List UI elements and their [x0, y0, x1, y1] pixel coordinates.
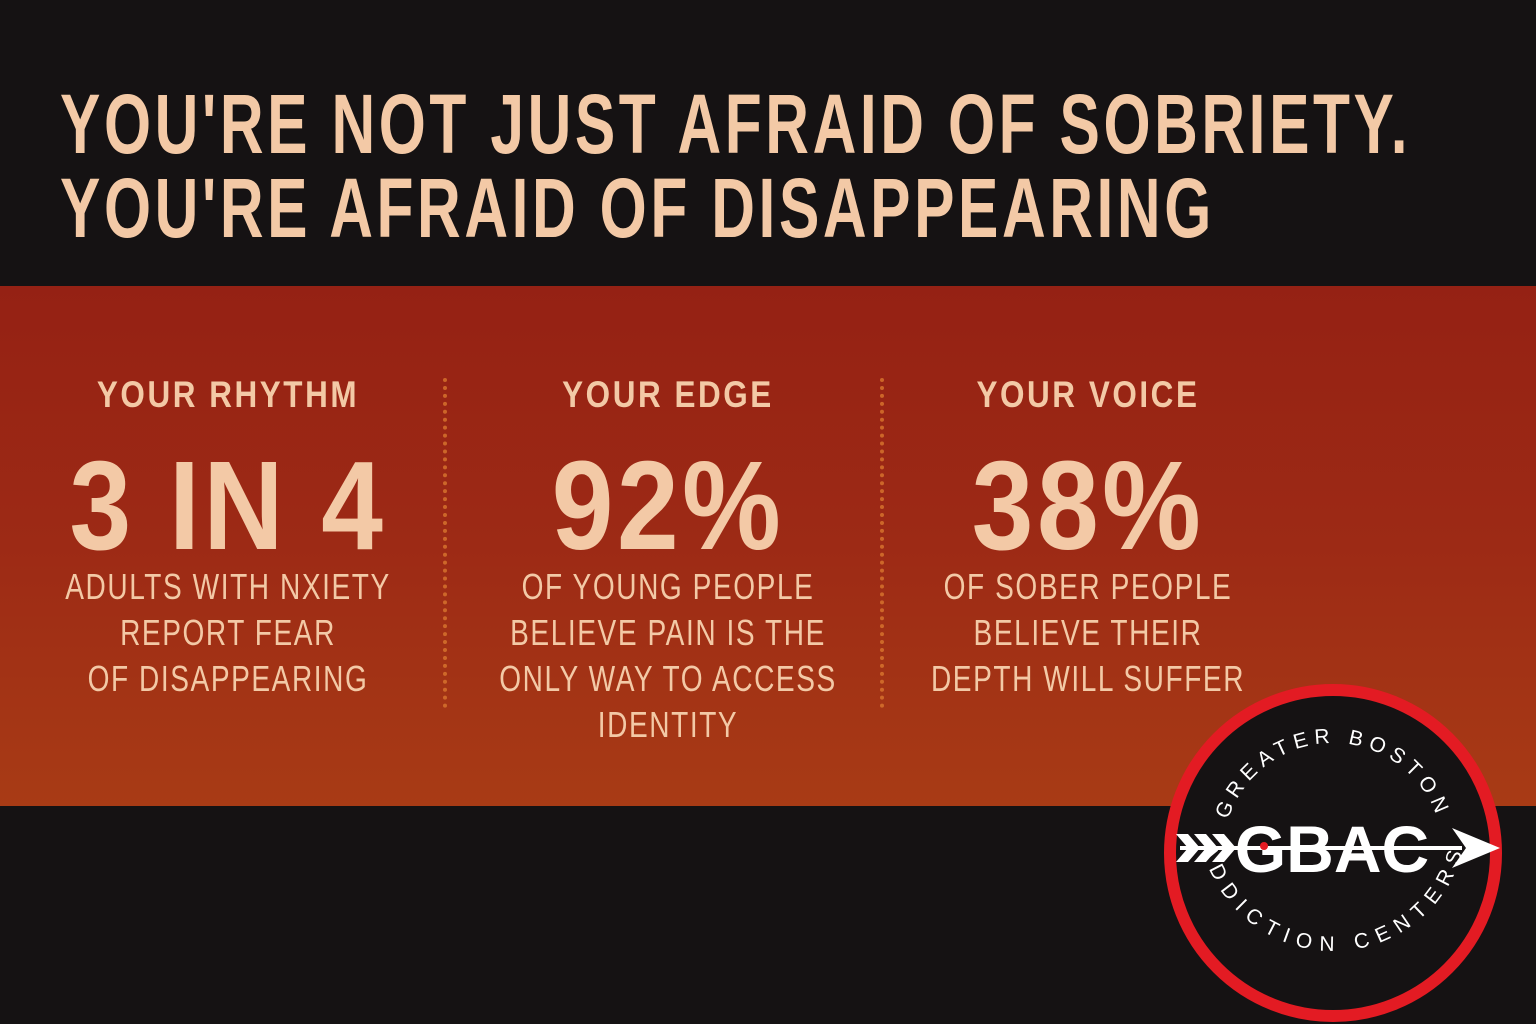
- desc-line: OF DISAPPEARING: [87, 658, 369, 699]
- desc-line: BELIEVE PAIN IS THE: [510, 612, 826, 653]
- arrow-icon: [1176, 828, 1500, 868]
- dotted-divider: [880, 378, 884, 708]
- stat-description: OF SOBER PEOPLE BELIEVE THEIR DEPTH WILL…: [885, 564, 1291, 702]
- desc-line: ADULTS WITH NXIETY: [65, 566, 391, 607]
- desc-line: IDENTITY: [597, 704, 739, 745]
- desc-line: DEPTH WILL SUFFER: [930, 658, 1246, 699]
- desc-line: OF YOUNG PEOPLE: [521, 566, 815, 607]
- headline-line-1: YOU'RE NOT JUST AFRAID OF SOBRIETY.: [60, 77, 1412, 171]
- stat-value: 3 IN 4: [69, 435, 387, 576]
- stat-description: OF YOUNG PEOPLE BELIEVE PAIN IS THE ONLY…: [465, 564, 871, 748]
- stats-band: YOUR RHYTHM 3 IN 4 ADULTS WITH NXIETY RE…: [0, 286, 1536, 806]
- desc-line: OF SOBER PEOPLE: [943, 566, 1233, 607]
- stat-value: 38%: [971, 435, 1205, 576]
- logo-ring: [1164, 684, 1502, 1022]
- dotted-divider: [443, 378, 447, 708]
- desc-line: REPORT FEAR: [120, 612, 336, 653]
- stat-heading: YOUR RHYTHM: [96, 374, 360, 415]
- desc-line: BELIEVE THEIR: [973, 612, 1203, 653]
- headline-line-2: YOU'RE AFRAID OF DISAPPEARING: [60, 161, 1215, 255]
- gbac-logo: GREATER BOSTON ADDICTION CENTERS GBAC: [1164, 684, 1502, 1022]
- logo-red-dot: [1260, 842, 1268, 850]
- desc-line: ONLY WAY TO ACCESS: [499, 658, 837, 699]
- stat-value: 92%: [551, 435, 785, 576]
- logo-mark: GBAC: [1235, 812, 1429, 886]
- stat-description: ADULTS WITH NXIETY REPORT FEAR OF DISAPP…: [25, 564, 431, 702]
- headline: YOU'RE NOT JUST AFRAID OF SOBRIETY. YOU'…: [60, 82, 1500, 250]
- stat-heading: YOUR EDGE: [562, 374, 774, 415]
- stat-heading: YOUR VOICE: [976, 374, 1200, 415]
